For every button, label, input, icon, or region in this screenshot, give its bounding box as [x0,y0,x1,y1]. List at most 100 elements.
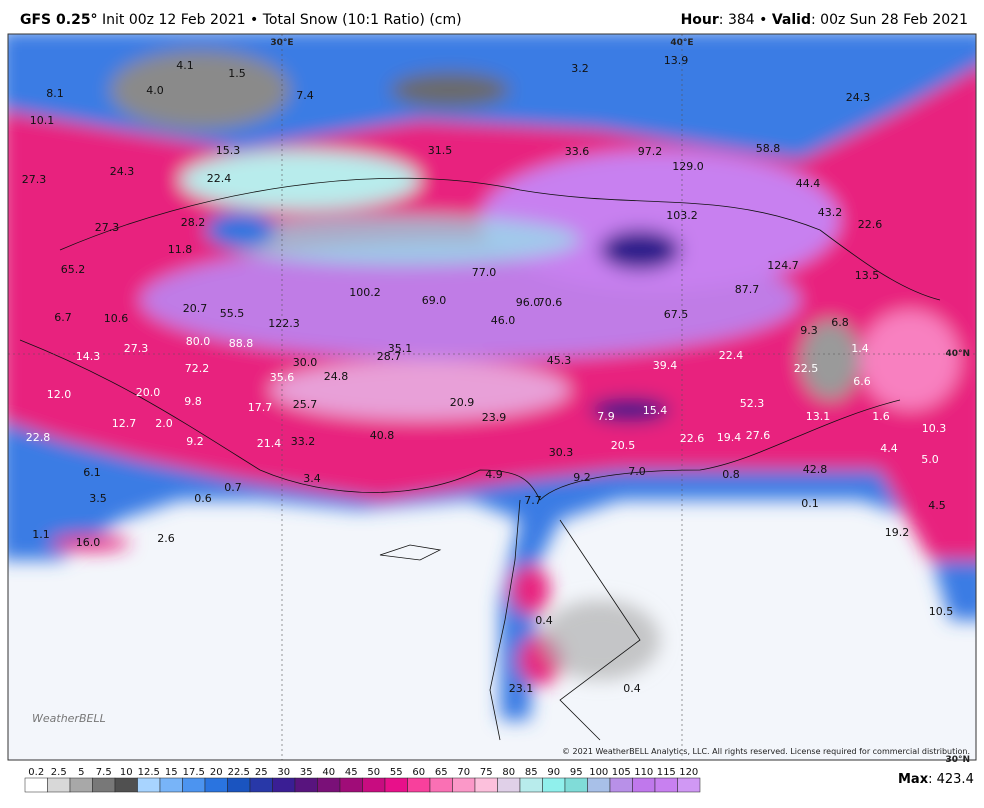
model: GFS 0.25° [20,12,98,28]
snow-total: 40.8 [370,429,395,442]
snow-total: 3.4 [303,472,321,485]
colorbar-swatch [227,777,251,793]
copyright: © 2021 WeatherBELL Analytics, LLC. All r… [562,747,970,756]
colorbar-label: 120 [679,767,698,778]
snow-total: 129.0 [672,160,704,173]
snow-total: 30.3 [549,446,574,459]
max: Max: 423.4 [898,772,974,787]
snow-total: 69.0 [422,294,447,307]
colorbar-swatch [92,777,116,793]
snow-total: 1.4 [851,342,869,355]
snow-total: 12.0 [47,388,72,401]
snow-total: 6.6 [853,375,871,388]
snow-total: 4.1 [176,59,194,72]
colorbar-swatch [362,777,386,793]
colorbar-label: 60 [412,767,425,778]
snow-field [8,34,976,760]
snow-total: 28.7 [377,350,402,363]
colorbar-swatch [429,777,453,793]
snow-total: 97.2 [638,145,663,158]
colorbar-swatch [632,777,656,793]
colorbar-swatch [204,777,228,793]
logo: WeatherBELL [32,712,106,725]
valid-value: : 00z Sun 28 Feb 2021 [811,12,968,28]
snow-total: 10.3 [922,422,947,435]
snow-total: 22.6 [680,432,705,445]
snow-total: 67.5 [664,308,689,321]
colorbar-swatch [654,777,678,793]
colorbar-label: 25 [255,767,268,778]
snow-total: 2.0 [155,417,173,430]
colorbar-swatch [249,777,273,793]
snow-total: 15.3 [216,144,241,157]
colorbar-label: 70 [457,767,470,778]
snow-total: 4.5 [928,499,946,512]
colorbar-swatch [24,777,48,793]
snow-total: 23.1 [509,682,534,695]
snow-total: 45.3 [547,354,572,367]
snow-total: 22.4 [207,172,232,185]
snow-total: 12.7 [112,417,137,430]
snow-total: 7.7 [524,494,542,507]
snow-total: 44.4 [796,177,821,190]
colorbar-label: 85 [525,767,538,778]
snow-total: 4.4 [880,442,898,455]
colorbar-label: 75 [480,767,493,778]
colorbar-label: 15 [165,767,178,778]
snow-total: 22.6 [858,218,883,231]
snow-total: 70.6 [538,296,563,309]
snow-total: 39.4 [653,359,678,372]
snow-total: 1.6 [872,410,890,423]
colorbar-label: 30 [277,767,290,778]
colorbar-swatch [272,777,296,793]
graticule [8,34,976,760]
snow-total: 58.8 [756,142,781,155]
snow-total: 122.3 [268,317,300,330]
snow-total: 9.2 [186,435,204,448]
valid-label: Valid [771,12,811,28]
snow-total: 96.0 [516,296,541,309]
snow-total: 7.4 [296,89,314,102]
snow-total: 7.0 [628,465,646,478]
colorbar-swatch [542,777,566,793]
colorbar-swatch [519,777,543,793]
colorbar-swatch [294,777,318,793]
snow-total: 72.2 [185,362,210,375]
snow-total: 77.0 [472,266,497,279]
colorbar-label: 50 [367,767,380,778]
snow-total: 11.8 [168,243,193,256]
snow-total: 30.0 [293,356,318,369]
snow-total: 2.6 [157,532,175,545]
snow-total: 23.9 [482,411,507,424]
snow-total: 0.4 [535,614,553,627]
snow-total: 31.5 [428,144,453,157]
colorbar-label: 10 [120,767,133,778]
colorbar-label: 12.5 [138,767,160,778]
snow-total: 21.4 [257,437,282,450]
grid-label: 40°N [945,349,970,359]
colorbar-label: 0.2 [28,767,44,778]
snow-total: 20.9 [450,396,475,409]
snow-total: 35.6 [270,371,295,384]
snow-total: 14.3 [76,350,101,363]
colorbar-label: 45 [345,767,358,778]
colorbar-label: 17.5 [183,767,205,778]
snow-total: 10.1 [30,114,55,127]
snow-total: 88.8 [229,337,254,350]
snow-total: 6.8 [831,316,849,329]
snow-total: 15.4 [643,404,668,417]
snow-total: 22.8 [26,431,51,444]
snow-total: 19.4 [717,431,742,444]
colorbar-label: 95 [570,767,583,778]
colorbar-label: 105 [612,767,631,778]
colorbar: 0.2 2.5 5 7.5 10 12.5 15 17.5 20 22.5 25 30 35 40 45 50… [24,767,701,793]
colorbar-swatch [384,777,408,793]
snow-total: 0.1 [801,497,819,510]
snow-total: 9.3 [800,324,818,337]
colorbar-label: 90 [547,767,560,778]
snow-total: 5.0 [921,453,939,466]
colorbar-swatch [159,777,183,793]
snow-total: 0.4 [623,682,641,695]
grid-label: 40°E [670,38,693,48]
